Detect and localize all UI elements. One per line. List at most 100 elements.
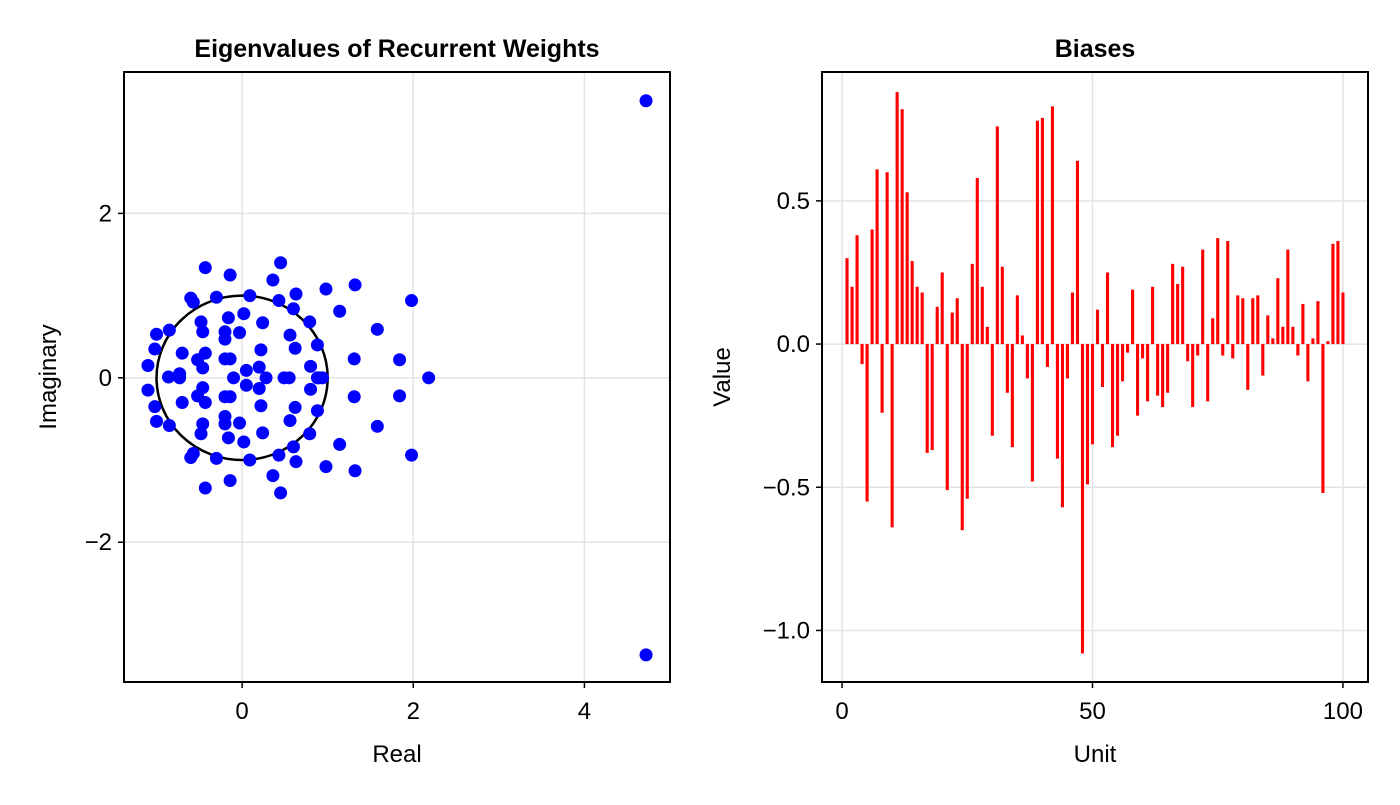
bias-bar	[915, 286, 919, 345]
eigenvalue-point	[370, 322, 384, 336]
eigenvalue-point	[150, 414, 164, 428]
eigenvalue-point	[303, 427, 317, 441]
bias-bar	[1090, 344, 1095, 445]
eigenvalue-point	[370, 419, 384, 433]
bias-bar	[1070, 292, 1075, 345]
bias-bar	[975, 177, 979, 345]
eigenvalue-point	[173, 367, 187, 381]
bias-bar	[1015, 295, 1019, 345]
eigenvalue-point	[348, 278, 362, 292]
bias-bar	[1120, 344, 1125, 382]
eigenvalue-point	[233, 416, 247, 430]
eigenvalue-y-axis-label: Imaginary	[35, 324, 62, 429]
bias-bar	[1246, 344, 1250, 390]
eigenvalue-x-tick-label: 0	[235, 698, 248, 725]
eigenvalue-point	[256, 426, 270, 440]
bias-bar	[1321, 344, 1325, 493]
biases-y-tick-label: −1.0	[763, 617, 810, 644]
bias-bar	[885, 172, 889, 345]
bias-bar	[1226, 240, 1230, 345]
bias-bar	[955, 298, 959, 345]
eigenvalue-points	[141, 94, 653, 662]
eigenvalue-y-tick-label: 0	[99, 365, 112, 392]
bias-bar	[1050, 106, 1054, 345]
bias-bar	[1251, 298, 1255, 345]
bias-bar	[1171, 263, 1175, 345]
bias-bar	[1271, 338, 1275, 345]
bias-bar	[1146, 344, 1150, 402]
bias-bar	[1105, 272, 1110, 345]
bias-bar	[945, 344, 949, 491]
bias-bar	[920, 292, 924, 345]
bias-bar	[1331, 243, 1335, 345]
eigenvalue-point	[162, 323, 176, 337]
bias-bar	[1221, 344, 1225, 356]
eigenvalue-point	[148, 342, 162, 356]
bias-bar	[1055, 344, 1059, 459]
biases-y-tick-label: −0.5	[763, 474, 810, 501]
biases-y-ticks: −1.0 −0.5 0.0 0.5	[763, 188, 822, 644]
bias-bar	[855, 235, 859, 345]
eigenvalue-point	[239, 363, 253, 377]
bias-bar	[1201, 249, 1205, 345]
eigenvalue-point	[393, 353, 407, 367]
bias-bar	[980, 286, 984, 345]
bias-bar	[1126, 344, 1130, 353]
bias-bar	[1326, 341, 1330, 345]
bias-bar	[950, 312, 954, 345]
eigenvalue-point	[175, 346, 189, 360]
bias-bar	[995, 126, 999, 345]
bias-bar	[1085, 344, 1090, 485]
bias-bar	[895, 92, 899, 345]
eigenvalue-point	[304, 382, 318, 396]
bias-bar	[1196, 344, 1200, 356]
eigenvalue-x-tick-label: 2	[407, 698, 420, 725]
eigenvalue-point	[233, 326, 247, 340]
bias-bar	[1306, 344, 1310, 382]
bias-bar	[1035, 120, 1039, 345]
bias-bar	[1095, 309, 1100, 345]
eigenvalue-point	[286, 302, 300, 316]
bias-bar	[1191, 344, 1195, 408]
bias-bar	[865, 344, 869, 502]
bias-bar	[1045, 344, 1049, 367]
bias-bar	[970, 263, 974, 345]
eigenvalue-point	[243, 453, 257, 467]
eigenvalue-point	[289, 455, 303, 469]
eigenvalue-point	[266, 273, 280, 287]
eigenvalue-point	[191, 353, 205, 367]
eigenvalue-point	[288, 341, 302, 355]
eigenvalue-point	[196, 417, 210, 431]
eigenvalue-point	[288, 400, 302, 414]
eigenvalue-point	[141, 383, 155, 397]
eigenvalue-point	[218, 417, 232, 431]
eigenvalue-point	[272, 448, 286, 462]
bias-bar	[930, 344, 934, 451]
bias-bar	[1136, 344, 1140, 416]
bias-bar	[1256, 295, 1260, 345]
bias-bar	[1020, 335, 1024, 345]
bias-bar	[1030, 344, 1034, 482]
eigenvalue-y-tick-label: 2	[99, 200, 112, 227]
bias-bar	[845, 258, 849, 345]
eigenvalue-gridlines	[124, 72, 670, 682]
eigenvalue-point	[243, 289, 257, 303]
bias-bar	[1181, 266, 1185, 345]
bias-bar	[1286, 249, 1290, 345]
bias-bar	[1186, 344, 1190, 362]
eigenvalue-point	[405, 448, 419, 462]
eigenvalue-y-ticks: −2 0 2	[85, 200, 124, 556]
bias-bar	[1060, 344, 1064, 508]
bias-bar	[1301, 303, 1305, 345]
bias-bar	[1065, 344, 1070, 379]
biases-panel: Biases 0 50 100 −1.0 −0.5 0.0 0.5 Unit Value	[709, 35, 1369, 768]
eigenvalue-panel: Eigenvalues of Recurrent Weights 0 2 4 −2 0…	[35, 35, 671, 768]
biases-bars	[845, 92, 1345, 654]
eigenvalue-chart-title: Eigenvalues of Recurrent Weights	[194, 35, 599, 63]
eigenvalue-point	[162, 370, 176, 384]
eigenvalue-point	[237, 307, 251, 321]
bias-bar	[1236, 295, 1240, 345]
bias-bar	[990, 344, 994, 436]
bias-bar	[1176, 283, 1180, 345]
